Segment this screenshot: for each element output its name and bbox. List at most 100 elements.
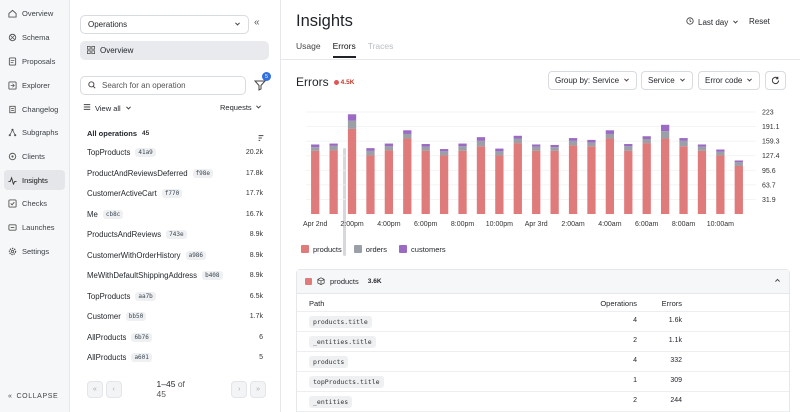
- search-input[interactable]: Search for an operation: [80, 76, 246, 95]
- prev-page-button[interactable]: ‹: [105, 380, 122, 398]
- table-row[interactable]: products.title 4 1.6k: [297, 312, 789, 332]
- bar-orders[interactable]: [476, 140, 486, 147]
- operation-row[interactable]: AllProducts a601 5: [87, 351, 263, 364]
- table-header[interactable]: products 3.6K: [297, 270, 789, 294]
- legend-item-products[interactable]: products: [301, 245, 342, 254]
- nav-item-explorer[interactable]: Explorer: [4, 75, 65, 95]
- operation-row[interactable]: CustomerWithOrderHistory a986 8.9k: [87, 249, 263, 262]
- bar-products[interactable]: [587, 146, 596, 214]
- bar-customers[interactable]: [697, 144, 707, 147]
- bar-customers[interactable]: [532, 144, 541, 147]
- next-page-button[interactable]: ›: [231, 380, 248, 398]
- bar-products[interactable]: [384, 150, 394, 214]
- filter-button[interactable]: [253, 78, 270, 94]
- bar-products[interactable]: [605, 138, 615, 214]
- bar-orders[interactable]: [347, 120, 357, 129]
- collapse-button[interactable]: « COLLAPSE: [8, 393, 58, 400]
- bar-customers[interactable]: [476, 137, 486, 141]
- table-row[interactable]: _entities.title 2 1.1k: [297, 332, 789, 352]
- legend-item-customers[interactable]: customers: [399, 245, 446, 254]
- bar-products[interactable]: [679, 146, 688, 214]
- bar-customers[interactable]: [421, 144, 430, 147]
- chevron-up-icon[interactable]: [774, 277, 781, 286]
- bar-customers[interactable]: [587, 139, 596, 143]
- bar-customers[interactable]: [734, 160, 743, 163]
- bar-orders[interactable]: [642, 138, 651, 144]
- bar-customers[interactable]: [458, 143, 467, 147]
- error-code-select[interactable]: Error code: [698, 71, 761, 90]
- bar-products[interactable]: [347, 128, 357, 214]
- operation-row[interactable]: MeWithDefaultShippingAddress b408 8.9k: [87, 269, 263, 282]
- nav-item-settings[interactable]: Settings: [4, 241, 65, 261]
- bar-orders[interactable]: [403, 133, 412, 139]
- nav-item-overview[interactable]: Overview: [4, 3, 65, 23]
- sort-dropdown[interactable]: Requests: [220, 103, 262, 112]
- bar-customers[interactable]: [679, 138, 688, 141]
- bar-customers[interactable]: [716, 149, 725, 152]
- bar-orders[interactable]: [439, 151, 449, 156]
- bar-products[interactable]: [403, 138, 412, 214]
- tab-traces[interactable]: Traces: [367, 41, 394, 51]
- operation-row[interactable]: ProductsAndReviews 743e 8.9k: [87, 228, 263, 241]
- bar-products[interactable]: [421, 150, 430, 214]
- bar-orders[interactable]: [421, 146, 430, 151]
- group-by-select[interactable]: Group by: Service: [548, 71, 638, 90]
- bar-customers[interactable]: [366, 148, 375, 151]
- bar-orders[interactable]: [550, 147, 559, 151]
- bar-orders[interactable]: [587, 142, 596, 147]
- bar-customers[interactable]: [403, 130, 412, 134]
- bar-customers[interactable]: [605, 130, 615, 134]
- bar-customers[interactable]: [384, 143, 394, 147]
- operation-row[interactable]: AllProducts 6b76 6: [87, 331, 263, 344]
- bar-products[interactable]: [660, 138, 670, 214]
- sort-icon[interactable]: [257, 129, 265, 147]
- bar-customers[interactable]: [311, 144, 320, 148]
- reset-button[interactable]: Reset: [749, 17, 770, 26]
- legend-item-orders[interactable]: orders: [353, 245, 387, 254]
- nav-item-schema[interactable]: Schema: [4, 27, 65, 47]
- first-page-button[interactable]: «: [87, 380, 103, 398]
- nav-item-changelog[interactable]: Changelog: [4, 99, 65, 119]
- bar-orders[interactable]: [384, 146, 394, 151]
- bar-products[interactable]: [697, 150, 707, 214]
- last-page-button[interactable]: »: [250, 380, 266, 398]
- operation-row[interactable]: TopProducts aa7b 6.5k: [87, 290, 263, 303]
- bar-products[interactable]: [734, 165, 743, 214]
- bar-products[interactable]: [439, 155, 449, 214]
- scrollbar[interactable]: [343, 148, 346, 256]
- bar-orders[interactable]: [311, 147, 320, 151]
- table-row[interactable]: topProducts.title 1 309: [297, 372, 789, 392]
- bar-orders[interactable]: [513, 138, 522, 144]
- bar-customers[interactable]: [550, 144, 559, 148]
- bar-orders[interactable]: [366, 150, 375, 156]
- bar-products[interactable]: [495, 155, 504, 214]
- bar-orders[interactable]: [568, 140, 578, 146]
- table-row[interactable]: products 4 332: [297, 352, 789, 372]
- bar-customers[interactable]: [642, 136, 651, 139]
- bar-orders[interactable]: [716, 151, 725, 156]
- bar-orders[interactable]: [679, 140, 688, 147]
- refresh-button[interactable]: [765, 71, 786, 90]
- bar-products[interactable]: [513, 143, 522, 214]
- bar-orders[interactable]: [495, 151, 504, 156]
- bar-customers[interactable]: [568, 138, 578, 141]
- nav-item-subgraphs[interactable]: Subgraphs: [4, 122, 65, 142]
- tab-usage[interactable]: Usage: [296, 41, 321, 51]
- bar-orders[interactable]: [458, 146, 467, 151]
- bar-customers[interactable]: [439, 149, 449, 152]
- bar-products[interactable]: [624, 150, 633, 214]
- bar-customers[interactable]: [660, 124, 670, 132]
- nav-item-proposals[interactable]: Proposals: [4, 51, 65, 71]
- bar-customers[interactable]: [347, 114, 357, 121]
- time-range-select[interactable]: Last day: [686, 17, 739, 27]
- bar-products[interactable]: [550, 150, 559, 214]
- view-all-dropdown[interactable]: View all: [83, 103, 132, 113]
- tab-errors[interactable]: Errors: [332, 41, 356, 58]
- bar-customers[interactable]: [624, 144, 633, 147]
- operations-select[interactable]: Operations: [80, 15, 249, 34]
- bar-orders[interactable]: [329, 145, 338, 151]
- operation-row[interactable]: Customer bb50 1.7k: [87, 310, 263, 323]
- bar-products[interactable]: [329, 150, 338, 214]
- bar-customers[interactable]: [495, 148, 504, 152]
- bar-customers[interactable]: [329, 143, 338, 146]
